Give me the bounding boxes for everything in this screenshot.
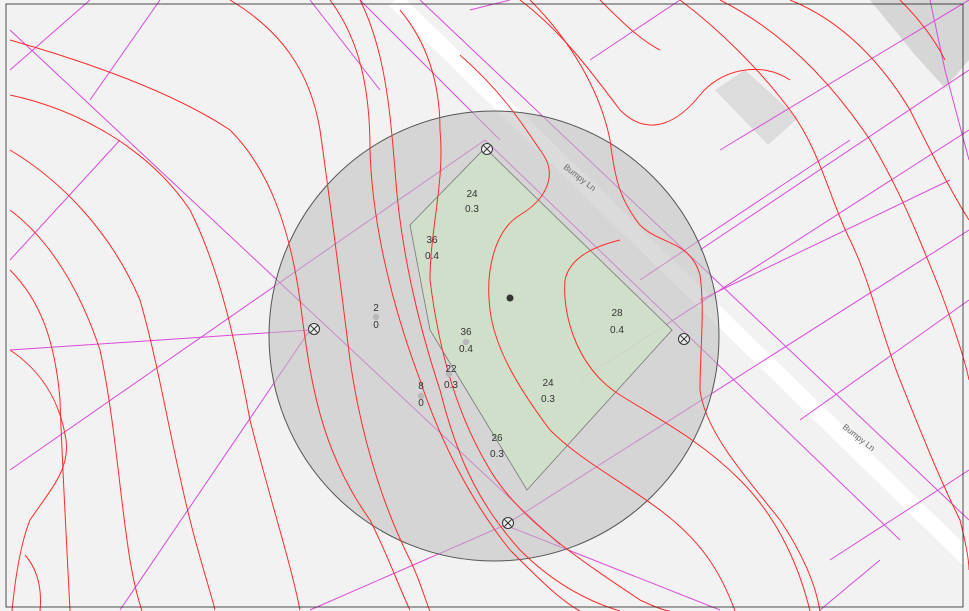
vertex-marker-icon[interactable] [481,143,493,155]
sample-dot [372,313,380,321]
point-label-value: 24 [542,378,554,389]
point-label-value: 36 [460,327,472,338]
point-label-value: 8 [418,381,424,392]
point-label-value: 36 [426,235,438,246]
point-label-sub: 0.4 [610,325,624,336]
point-label-value: 24 [466,189,478,200]
point-labels: 24 0.3 36 0.4 2 0 36 0.4 22 0.3 8 0 24 0… [373,189,624,460]
point-label-sub: 0.4 [459,344,473,355]
point-label-sub: 0.4 [425,251,439,262]
point-label-sub: 0 [373,320,379,331]
vertex-marker-icon[interactable] [678,333,690,345]
contour-lines [9,0,969,611]
point-label-sub: 0 [418,398,424,409]
sample-dot [417,392,425,400]
building [715,70,798,145]
point-label-sub: 0.3 [465,204,479,215]
map-frame [5,3,964,608]
point-label-sub: 0.3 [490,449,504,460]
vertex-marker-icon[interactable] [502,517,514,529]
sample-dot [462,338,470,346]
point-label-value: 26 [491,433,503,444]
vertex-marker-icon[interactable] [308,323,320,335]
point-label-sub: 0.3 [541,394,555,405]
sample-dots [372,313,470,400]
sample-dot [445,370,453,378]
point-label-sub: 0.3 [444,380,458,391]
selected-parcel[interactable] [409,147,673,491]
center-point-icon[interactable] [506,294,514,302]
point-label-value: 22 [445,364,457,375]
point-label-value: 2 [373,303,379,314]
point-label-value: 28 [611,308,623,319]
